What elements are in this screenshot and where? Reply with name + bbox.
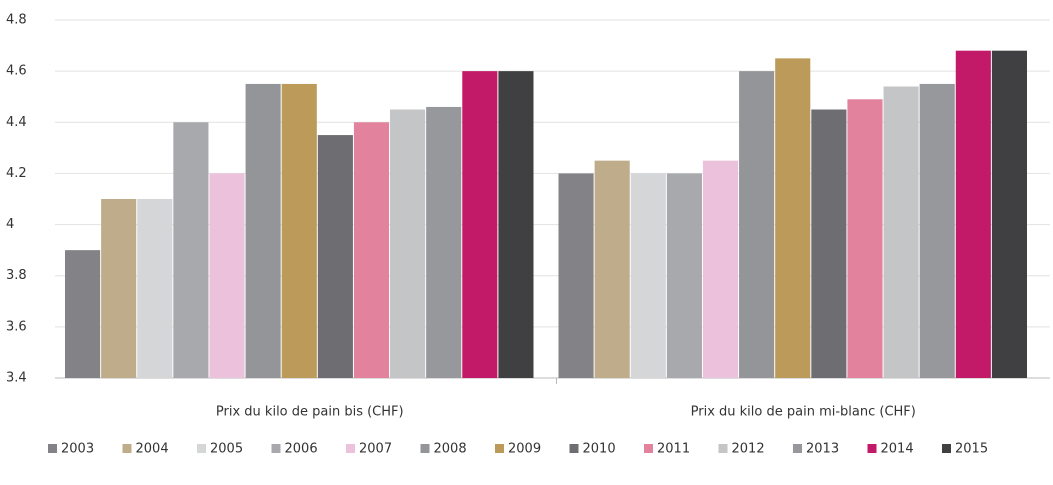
legend-swatch <box>48 444 57 453</box>
y-tick-label: 4.4 <box>6 115 27 130</box>
legend-label: 2009 <box>508 442 541 457</box>
legend-label: 2011 <box>657 442 690 457</box>
legend-label: 2007 <box>359 442 392 457</box>
y-tick-label: 3.8 <box>6 268 27 283</box>
legend-swatch <box>271 444 281 453</box>
legend-swatch <box>569 444 579 453</box>
y-tick-label: 3.6 <box>6 319 27 334</box>
bar <box>955 50 991 378</box>
y-tick-label: 4.8 <box>6 13 27 28</box>
legend-label: 2010 <box>583 442 616 457</box>
legend-swatch <box>867 444 877 453</box>
legend-label: 2004 <box>136 442 169 457</box>
legend-swatch <box>495 444 504 453</box>
bar <box>353 122 390 379</box>
y-tick-label: 4.2 <box>6 166 27 181</box>
bar <box>919 83 955 378</box>
bar <box>317 135 353 378</box>
legend-swatch <box>122 444 132 453</box>
bar <box>462 71 498 379</box>
legend-swatch <box>346 444 355 453</box>
x-tick-label: Prix du kilo de pain mi-blanc (CHF) <box>691 405 916 420</box>
bar <box>137 199 173 378</box>
legend-label: 2003 <box>61 442 94 457</box>
bar <box>883 86 919 378</box>
legend-label: 2014 <box>881 442 914 457</box>
x-tick-label: Prix du kilo de pain bis (CHF) <box>216 405 404 420</box>
legend-label: 2013 <box>806 442 839 457</box>
bar <box>991 50 1027 378</box>
y-tick-label: 4.6 <box>6 64 27 79</box>
bar <box>390 109 426 378</box>
legend-swatch <box>718 444 728 453</box>
legend-label: 2015 <box>955 442 988 457</box>
bar <box>173 122 209 379</box>
bar <box>666 173 702 378</box>
legend-swatch <box>197 444 206 453</box>
bar <box>245 83 281 378</box>
legend-swatch <box>942 444 951 453</box>
bar <box>847 99 883 379</box>
bar <box>209 173 245 378</box>
legend-label: 2012 <box>732 442 765 457</box>
legend-label: 2006 <box>285 442 318 457</box>
bar <box>630 173 666 378</box>
bar <box>281 83 317 378</box>
bar <box>775 58 811 378</box>
legend-swatch <box>793 444 802 453</box>
bar <box>702 160 739 378</box>
y-tick-label: 3.4 <box>6 371 27 386</box>
bar <box>811 109 847 378</box>
bar <box>739 71 775 379</box>
bar <box>426 106 462 378</box>
y-tick-label: 4 <box>6 217 14 232</box>
legend-swatch <box>644 444 653 453</box>
bar <box>498 71 534 379</box>
legend-label: 2008 <box>434 442 467 457</box>
legend-label: 2005 <box>210 442 243 457</box>
bar <box>558 173 594 378</box>
legend-swatch <box>420 444 430 453</box>
bar <box>65 250 101 378</box>
bar <box>101 199 137 378</box>
bar <box>594 160 630 378</box>
